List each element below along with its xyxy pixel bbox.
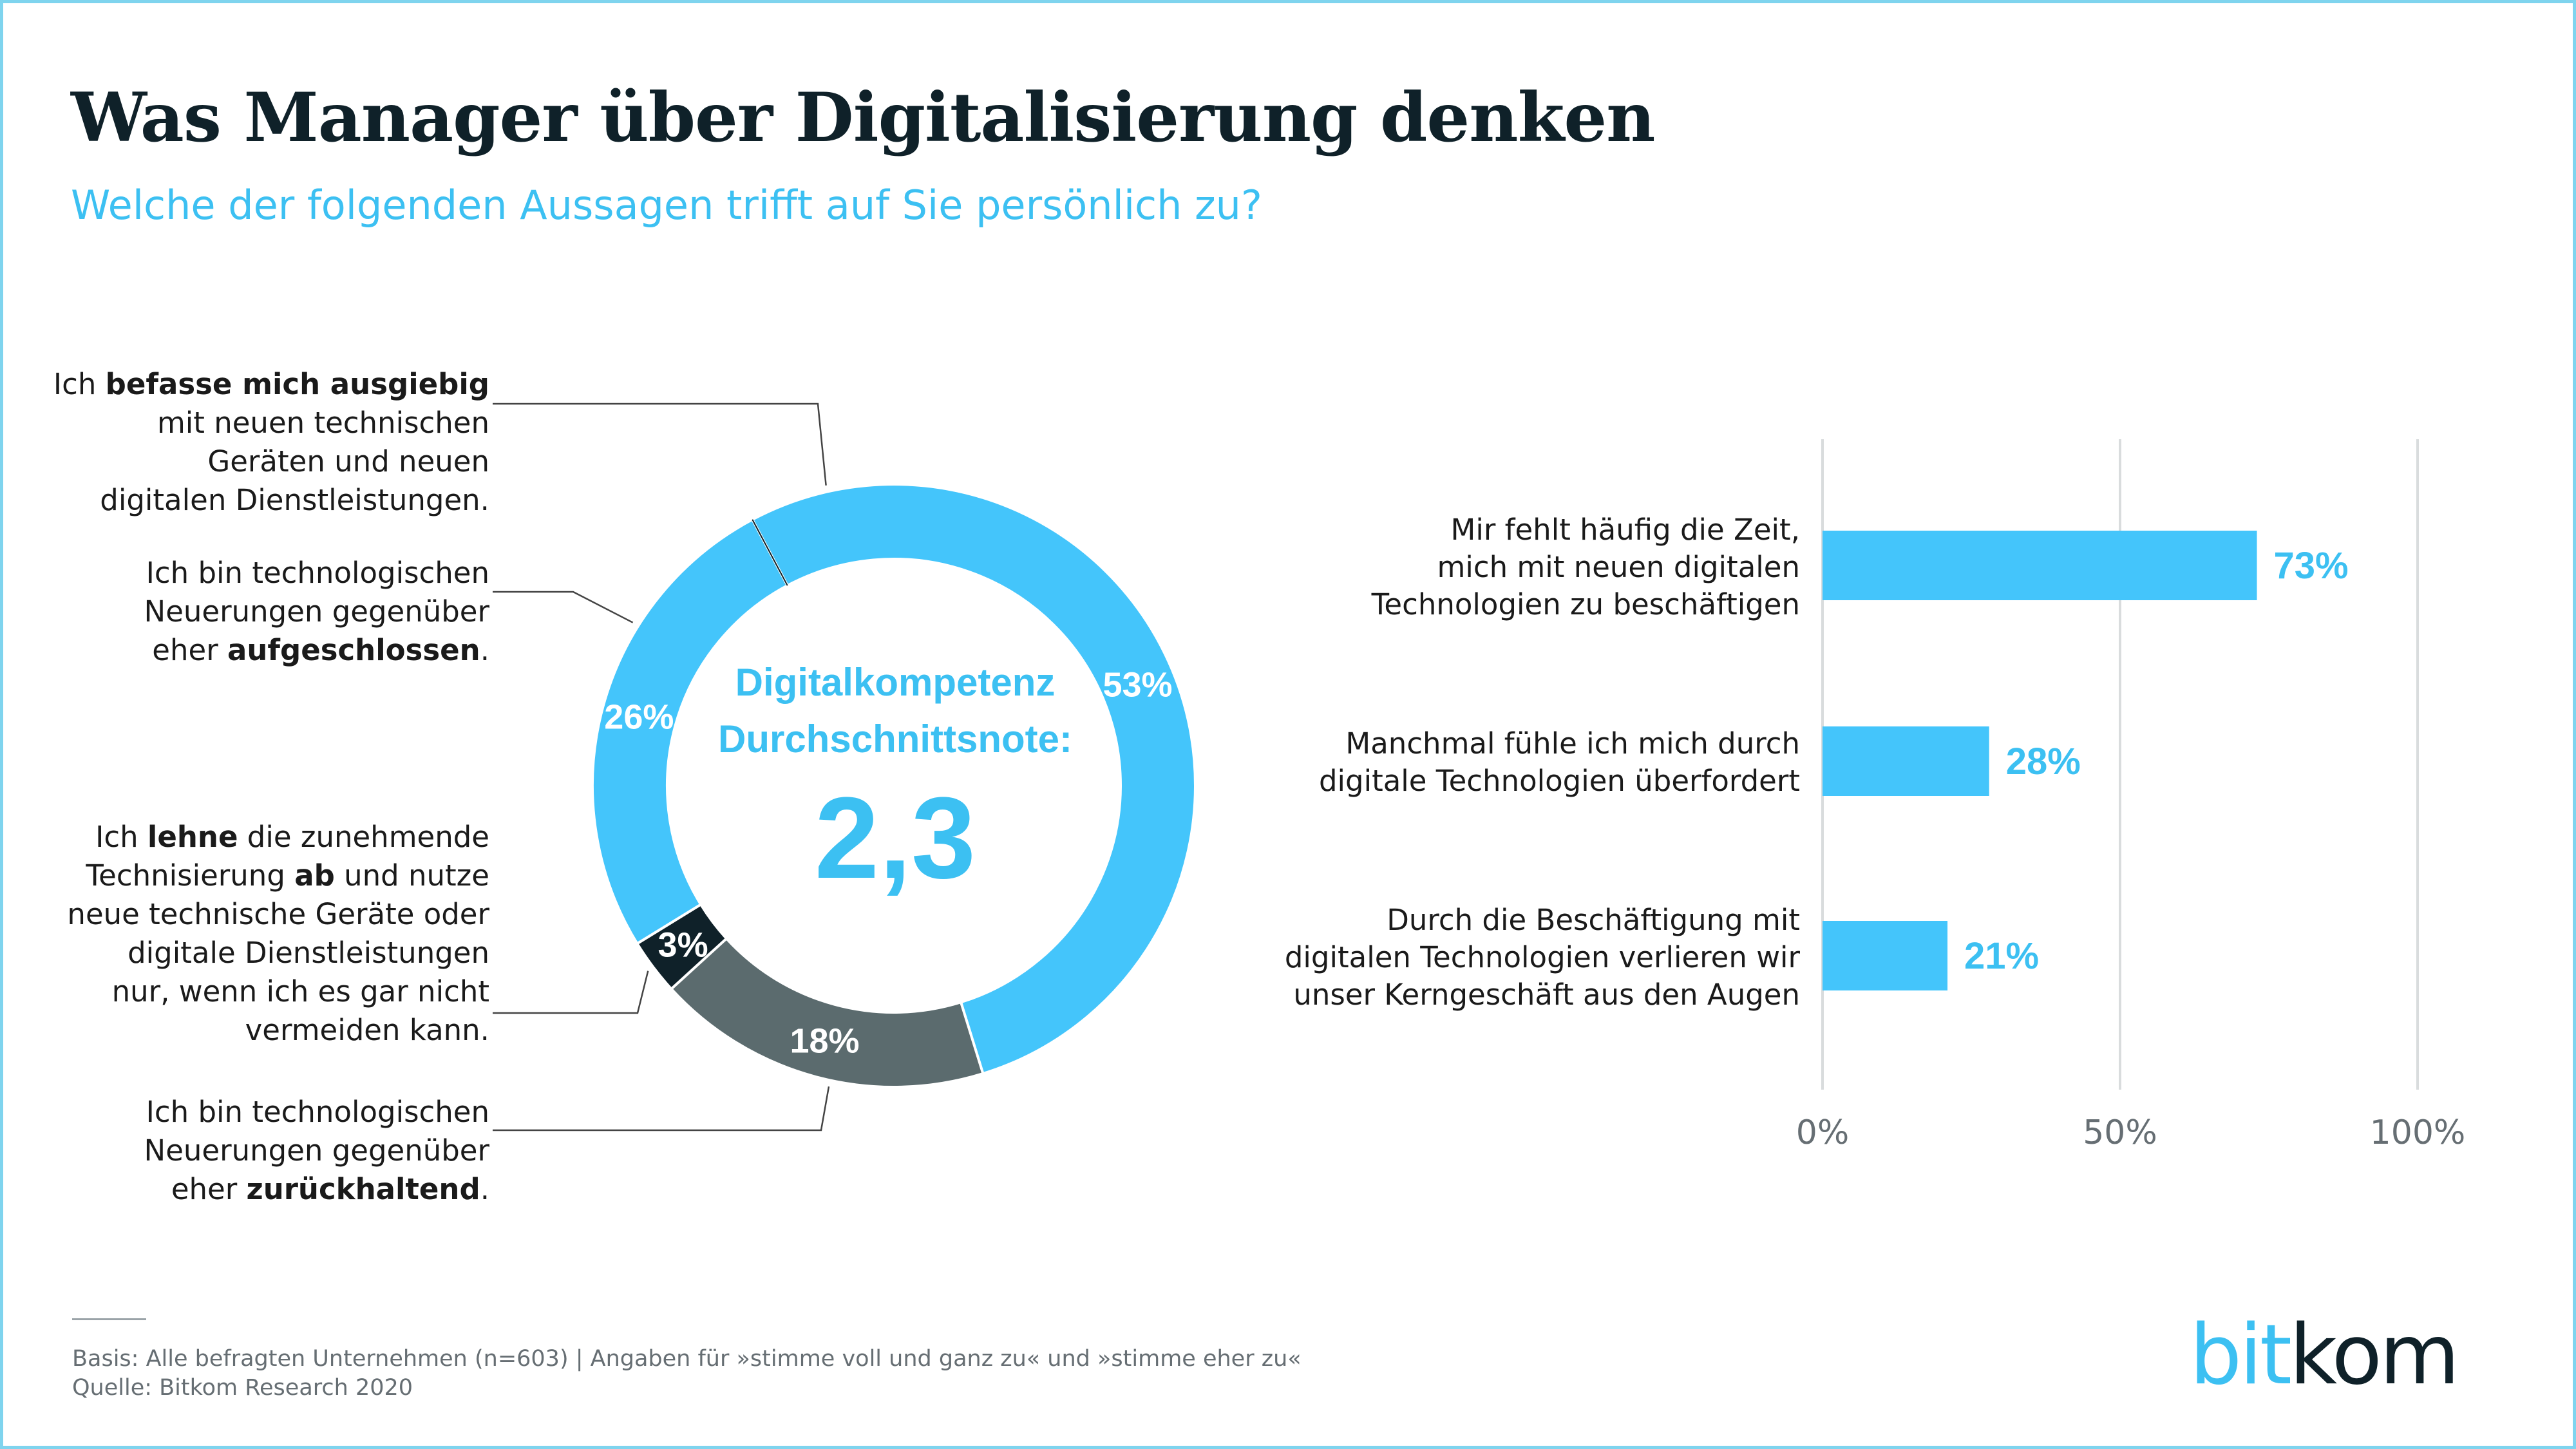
slice-label-line: Neuerungen gegenüber [144, 1132, 489, 1170]
slice-label-line: eher zurückhaltend. [144, 1170, 489, 1209]
slice-label-line: digitale Dienstleistungen [67, 934, 489, 972]
footer-basis: Basis: Alle befragten Unternehmen (n=603… [72, 1346, 1302, 1372]
logo-part-bit: bit [2190, 1307, 2292, 1403]
slice-label-run: und nutze [334, 858, 489, 893]
x-tick-label-50: 50% [2083, 1113, 2157, 1152]
bar-label-zeit: Mir fehlt häufig die Zeit, mich mit neuen… [1372, 511, 1800, 623]
slice-label-run: die zunehmende [238, 820, 489, 854]
slice-label-run: . [480, 633, 489, 667]
footer-rule [72, 1318, 146, 1320]
bar-label-kerngeschaeft: Durch die Beschäftigung mit digitalen Tec… [1285, 902, 1800, 1014]
donut-value-label-2: 3% [658, 926, 708, 965]
slice-label-zurueckhaltend: Ich bin technologischen Neuerungen gegenü… [144, 1093, 489, 1209]
slice-label-lehne-ab: Ich lehne die zunehmende Technisierung ab… [67, 818, 489, 1050]
slice-label-line: digitalen Dienstleistungen. [53, 481, 489, 520]
slice-label-run: Ich [53, 367, 106, 401]
slice-label-run: ab [294, 858, 335, 893]
bar-label-line: Mir fehlt häufig die Zeit, [1450, 513, 1800, 547]
bar-value-label-2: 21% [1964, 935, 2039, 977]
slice-label-line: Geräten und neuen [53, 442, 489, 481]
bar-label-line: digitalen Technologien verlieren wir [1284, 940, 1800, 974]
slice-label-line: neue technische Geräte oder [67, 895, 489, 934]
bar-label-line: digitale Technologien überfordert [1318, 764, 1800, 798]
bar-label-line: Manchmal fühle ich mich durch [1345, 726, 1800, 761]
bar-2 [1823, 921, 1948, 990]
slice-label-run: eher [152, 633, 227, 667]
slice-label-line: eher aufgeschlossen. [144, 631, 489, 670]
slice-label-line: Ich lehne die zunehmende [67, 818, 489, 857]
bar-label-line: Technologien zu beschäftigen [1371, 587, 1800, 621]
slice-label-run: Technisierung [86, 858, 295, 893]
slice-label-run: zurückhaltend [246, 1172, 480, 1206]
leader-zurueckhaltend [493, 1086, 830, 1132]
slice-label-line: mit neuen technischen [53, 404, 489, 442]
leader-befasse [493, 402, 827, 486]
bar-label-line: unser Kerngeschäft aus den Augen [1293, 978, 1800, 1012]
slice-label-run: eher [171, 1172, 247, 1206]
donut-slice-1 [669, 936, 985, 1088]
slice-label-run: digitale Dienstleistungen [128, 936, 489, 970]
bar-1 [1823, 726, 1989, 796]
donut-slice-3 [591, 518, 790, 945]
center-grade-value: 2,3 [814, 773, 976, 903]
donut-value-label-3: 26% [604, 698, 674, 737]
bar-label-line: Durch die Beschäftigung mit [1387, 903, 1800, 937]
bar-label-line: mich mit neuen digitalen [1437, 550, 1801, 584]
slice-label-line: nur, wenn ich es gar nicht [67, 972, 489, 1011]
center-title-line2: Durchschnittsnote: [717, 717, 1073, 761]
slice-label-run: vermeiden kann. [245, 1013, 489, 1047]
slice-label-run: Neuerungen gegenüber [144, 1133, 489, 1168]
slice-label-run: nur, wenn ich es gar nicht [111, 974, 489, 1009]
donut-value-label-1: 18% [790, 1022, 859, 1061]
center-title-line1: Digitalkompetenz [735, 661, 1056, 704]
chart-subtitle: Welche der folgenden Aussagen trifft auf… [71, 182, 1262, 229]
bar-value-label-1: 28% [2006, 741, 2081, 782]
slice-label-line: Technisierung ab und nutze [67, 857, 489, 895]
bar-0 [1823, 531, 2257, 600]
leader-lehne-ab [493, 971, 649, 1014]
slice-label-line: Neuerungen gegenüber [144, 592, 489, 631]
slice-label-run: neue technische Geräte oder [67, 897, 489, 931]
slice-label-run: lehne [147, 820, 238, 854]
slice-label-line: Ich bin technologischen [144, 1093, 489, 1132]
slice-label-line: Ich bin technologischen [144, 554, 489, 592]
slice-label-run: Ich [95, 820, 147, 854]
donut-separator [752, 519, 788, 586]
bar-value-label-0: 73% [2274, 545, 2349, 587]
slice-label-run: Geräten und neuen [207, 444, 489, 478]
slice-label-line: vermeiden kann. [67, 1011, 489, 1050]
logo-part-kom: kom [2289, 1307, 2460, 1403]
slice-label-run: Ich bin technologischen [146, 556, 489, 590]
bar-label-ueberfordert: Manchmal fühle ich mich durch digitale Te… [1319, 725, 1800, 800]
footer-source: Quelle: Bitkom Research 2020 [72, 1375, 413, 1401]
slice-label-befasse: Ich befasse mich ausgiebig mit neuen tech… [53, 365, 489, 520]
slice-label-run: Neuerungen gegenüber [144, 594, 489, 629]
leader-aufgeschlossen [493, 591, 634, 623]
x-tick-label-0: 0% [1796, 1113, 1850, 1152]
slice-label-aufgeschlossen: Ich bin technologischen Neuerungen gegenü… [144, 554, 489, 670]
bitkom-logo: bitkom [2190, 1307, 2460, 1403]
slice-label-run: digitalen Dienstleistungen. [100, 483, 489, 517]
slice-label-run: mit neuen technischen [156, 406, 489, 440]
slice-label-line: Ich befasse mich ausgiebig [53, 365, 489, 404]
x-tick-label-100: 100% [2370, 1113, 2466, 1152]
slice-label-run: . [480, 1172, 489, 1206]
donut-value-label-0: 53% [1103, 665, 1172, 704]
slice-label-run: befasse mich ausgiebig [105, 367, 489, 401]
slice-label-run: aufgeschlossen [227, 633, 480, 667]
donut-slice-0 [750, 483, 1197, 1075]
chart-title: Was Manager über Digitalisierung denken [71, 77, 1655, 157]
slice-label-run: Ich bin technologischen [146, 1095, 489, 1129]
